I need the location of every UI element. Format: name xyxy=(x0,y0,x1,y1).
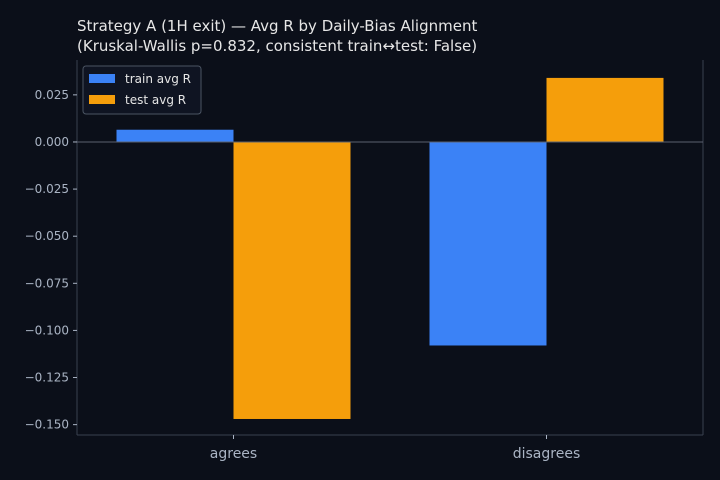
y-tick-label: −0.150 xyxy=(25,418,69,432)
legend: train avg R test avg R xyxy=(82,65,202,115)
bar-train-avg-R-agrees xyxy=(116,129,234,142)
y-tick-label: −0.075 xyxy=(25,276,69,290)
bar-train-avg-R-disagrees xyxy=(429,141,547,346)
y-tick-label: −0.025 xyxy=(25,182,69,196)
bar-test-avg-R-disagrees xyxy=(546,77,664,142)
y-tick-label: 0.000 xyxy=(35,135,69,149)
y-tick-label: −0.125 xyxy=(25,371,69,385)
legend-swatch xyxy=(89,95,115,104)
chart-title: Strategy A (1H exit) — Avg R by Daily-Bi… xyxy=(77,17,477,35)
y-tick-label: −0.050 xyxy=(25,229,69,243)
y-tick-label: −0.100 xyxy=(25,323,69,337)
x-tick-label: disagrees xyxy=(513,446,581,462)
x-tick-label: agrees xyxy=(210,446,257,462)
plot-area: 0.025 0.000 −0.025 −0.050 −0.075 −0.100 −0.125… xyxy=(25,60,704,462)
legend-swatch xyxy=(89,74,115,83)
legend-label: test avg R xyxy=(125,93,186,107)
legend-label: train avg R xyxy=(125,72,191,86)
chart-subtitle: (Kruskal-Wallis p=0.832, consistent trai… xyxy=(77,37,477,55)
bar-test-avg-R-agrees xyxy=(233,141,351,419)
y-tick-label: 0.025 xyxy=(35,88,69,102)
